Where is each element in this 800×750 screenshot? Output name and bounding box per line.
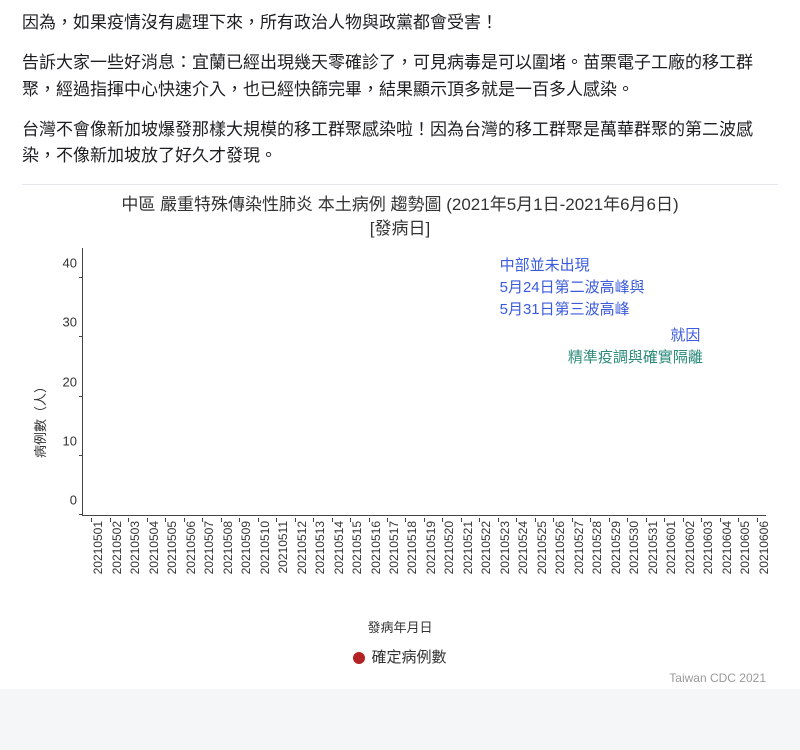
x-label-slot: 20210523 — [489, 519, 507, 624]
post-paragraph: 告訴大家一些好消息：宜蘭已經出現幾天零確診了，可見病毒是可以圍堵。苗栗電子工廠的… — [22, 50, 778, 103]
chart-annotation: 中部並未出現 — [500, 254, 590, 275]
x-label-slot: 20210511 — [267, 519, 285, 624]
x-label-slot: 20210524 — [507, 519, 525, 624]
y-tick — [79, 336, 83, 337]
chart-source: Taiwan CDC 2021 — [26, 667, 774, 689]
x-label-slot: 20210502 — [100, 519, 118, 624]
x-label-slot: 20210504 — [137, 519, 155, 624]
y-tick-label: 30 — [49, 315, 77, 330]
chart-annotation: 精準疫調與確實隔離 — [568, 346, 703, 367]
x-label-slot: 20210503 — [119, 519, 137, 624]
x-label-slot: 20210527 — [563, 519, 581, 624]
y-tick-label: 10 — [49, 433, 77, 448]
chart-annotation: 5月24日第二波高峰與 — [500, 276, 645, 297]
post-card: 因為，如果疫情沒有處理下來，所有政治人物與政黨都會受害！ 告訴大家一些好消息：宜… — [0, 0, 800, 689]
x-label-slot: 20210516 — [359, 519, 377, 624]
post-paragraph: 因為，如果疫情沒有處理下來，所有政治人物與政黨都會受害！ — [22, 10, 778, 36]
chart-annotation: 5月31日第三波高峰 — [500, 298, 630, 319]
y-axis-label: 病例數（人） — [30, 380, 49, 458]
x-label-slot: 20210509 — [230, 519, 248, 624]
x-label-slot: 20210604 — [710, 519, 728, 624]
y-tick — [79, 396, 83, 397]
x-label-slot: 20210528 — [581, 519, 599, 624]
y-tick-label: 0 — [49, 493, 77, 508]
y-tick — [79, 277, 83, 278]
x-label-slot: 20210505 — [156, 519, 174, 624]
chart-plot: 中部並未出現5月24日第二波高峰與5月31日第三波高峰就因精準疫調與確實隔離 0… — [82, 248, 766, 516]
x-label-slot: 20210522 — [470, 519, 488, 624]
legend-dot-icon — [353, 652, 365, 664]
chart-bars — [83, 248, 766, 515]
y-tick-label: 20 — [49, 374, 77, 389]
x-label-slot: 20210517 — [378, 519, 396, 624]
x-label-slot: 20210521 — [452, 519, 470, 624]
x-label-slot: 20210605 — [729, 519, 747, 624]
x-label-slot: 20210606 — [747, 519, 765, 624]
x-label-slot: 20210510 — [248, 519, 266, 624]
chart-annotation: 就因 — [670, 324, 700, 345]
post-paragraph: 台灣不會像新加坡爆發那樣大規模的移工群聚感染啦！因為台灣的移工群聚是萬華群聚的第… — [22, 117, 778, 170]
x-label-slot: 20210513 — [304, 519, 322, 624]
x-label-slot: 20210529 — [600, 519, 618, 624]
x-label-slot: 20210530 — [618, 519, 636, 624]
y-tick — [79, 514, 83, 515]
chart-title-line2: [發病日] — [370, 219, 430, 238]
x-label-slot: 20210514 — [322, 519, 340, 624]
x-label-slot: 20210526 — [544, 519, 562, 624]
x-label-slot: 20210512 — [285, 519, 303, 624]
x-label-slot: 20210508 — [211, 519, 229, 624]
x-label-slot: 20210501 — [82, 519, 100, 624]
x-label-slot: 20210531 — [637, 519, 655, 624]
chart-title-line1: 中區 嚴重特殊傳染性肺炎 本土病例 趨勢圖 (2021年5月1日-2021年6月… — [121, 195, 678, 214]
x-label-slot: 20210518 — [396, 519, 414, 624]
x-label-slot: 20210603 — [692, 519, 710, 624]
legend-label: 確定病例數 — [371, 649, 446, 666]
chart-legend: 確定病例數 — [26, 646, 774, 667]
x-label-slot: 20210506 — [174, 519, 192, 624]
y-tick — [79, 455, 83, 456]
x-label-slot: 20210519 — [415, 519, 433, 624]
x-label-slot: 20210507 — [193, 519, 211, 624]
x-tick-label: 20210606 — [757, 521, 771, 574]
chart-xlabels: 2021050120210502202105032021050420210505… — [82, 519, 766, 624]
x-label-slot: 20210602 — [674, 519, 692, 624]
chart-area: 病例數（人） 中部並未出現5月24日第二波高峰與5月31日第三波高峰就因精準疫調… — [26, 244, 774, 624]
x-label-slot: 20210525 — [526, 519, 544, 624]
x-label-slot: 20210601 — [655, 519, 673, 624]
x-label-slot: 20210520 — [433, 519, 451, 624]
x-label-slot: 20210515 — [341, 519, 359, 624]
chart-title: 中區 嚴重特殊傳染性肺炎 本土病例 趨勢圖 (2021年5月1日-2021年6月… — [26, 193, 774, 241]
x-axis-label: 發病年月日 — [367, 617, 432, 636]
chart-container: 中區 嚴重特殊傳染性肺炎 本土病例 趨勢圖 (2021年5月1日-2021年6月… — [22, 184, 778, 690]
y-tick-label: 40 — [49, 255, 77, 270]
